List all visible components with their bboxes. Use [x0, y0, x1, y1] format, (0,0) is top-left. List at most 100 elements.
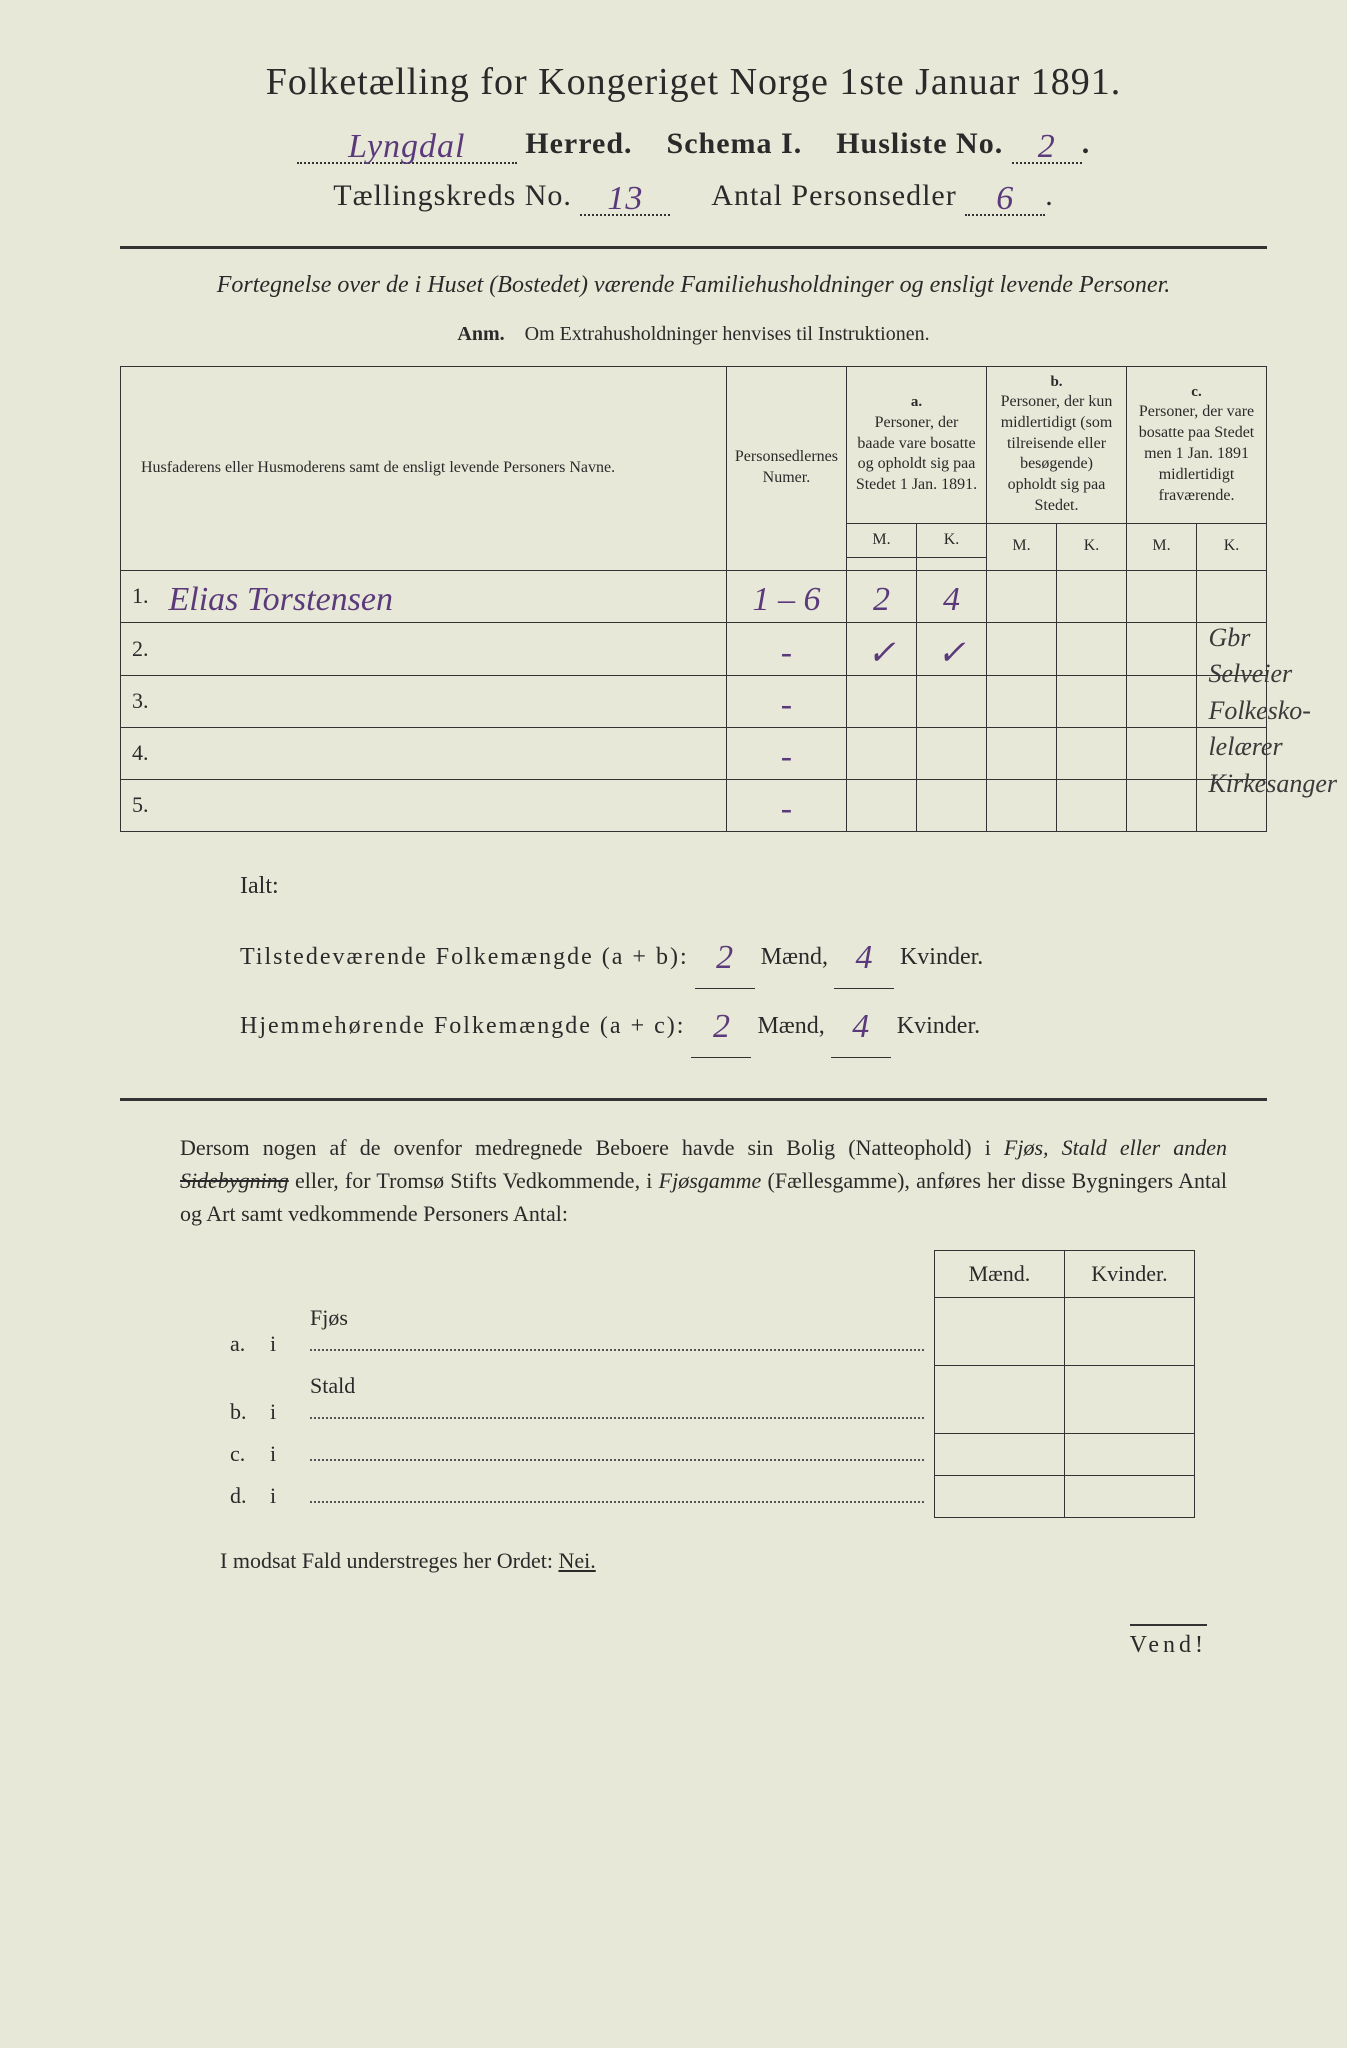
- th-name: Husfaderens eller Husmoderens samt de en…: [121, 366, 727, 570]
- row-name: [161, 727, 727, 779]
- row-num: -: [726, 675, 846, 727]
- schema-label: Schema I.: [667, 127, 803, 160]
- row-b-m: [987, 570, 1057, 622]
- row-a-k: [917, 675, 987, 727]
- antal-label: Antal Personsedler: [711, 179, 956, 212]
- th-c-m: M.: [1127, 523, 1197, 570]
- table-row: 1.Elias Torstensen1 – 624: [121, 570, 1267, 622]
- th-kvinder: Kvinder.: [1064, 1250, 1194, 1297]
- row-name: [161, 675, 727, 727]
- row-a-m: [847, 727, 917, 779]
- dwelling-i: i: [260, 1297, 300, 1365]
- row-b-m: [987, 622, 1057, 675]
- row-c-m: [1127, 727, 1197, 779]
- herred-label: Herred.: [525, 127, 632, 160]
- row-num: -: [726, 779, 846, 831]
- table-row: 4.-: [121, 727, 1267, 779]
- dwelling-maend: [934, 1475, 1064, 1517]
- row-b-k: [1057, 622, 1127, 675]
- th-a-k: K.: [917, 523, 987, 557]
- row-a-k: [917, 779, 987, 831]
- husliste-label: Husliste No.: [836, 127, 1003, 160]
- dwelling-key: a.: [220, 1297, 260, 1365]
- th-number: Personsedlernes Numer.: [726, 366, 846, 570]
- row-num: 1 – 6: [726, 570, 846, 622]
- th-b-k: K.: [1057, 523, 1127, 570]
- th-b-m: M.: [987, 523, 1057, 570]
- dwelling-paragraph: Dersom nogen af de ovenfor medregnede Be…: [180, 1131, 1227, 1230]
- totals-line-2: Hjemmehørende Folkemængde (a + c): 2 Mæn…: [240, 989, 1267, 1058]
- annotation: Anm. Om Extrahusholdninger henvises til …: [120, 323, 1267, 346]
- th-c-k: K.: [1197, 523, 1267, 570]
- totals-line-1: Tilstedeværende Folkemængde (a + b): 2 M…: [240, 920, 1267, 989]
- dwelling-maend: [934, 1365, 1064, 1433]
- row-name: Elias Torstensen: [161, 570, 727, 622]
- dwelling-i: i: [260, 1433, 300, 1475]
- row-c-m: [1127, 622, 1197, 675]
- row-a-k: ✓: [917, 622, 987, 675]
- margin-note: Selveier: [1208, 656, 1337, 692]
- kreds-label: Tællingskreds No.: [333, 179, 572, 212]
- row-name: [161, 622, 727, 675]
- row-b-m: [987, 727, 1057, 779]
- row-b-k: [1057, 675, 1127, 727]
- row-a-m: [847, 779, 917, 831]
- dwelling-maend: [934, 1297, 1064, 1365]
- dwelling-kvinder: [1064, 1297, 1194, 1365]
- dwelling-key: d.: [220, 1475, 260, 1517]
- th-maend: Mænd.: [934, 1250, 1064, 1297]
- row-a-m: 2: [847, 570, 917, 622]
- margin-note: Gbr: [1208, 620, 1337, 656]
- row-number: 3.: [121, 675, 161, 727]
- dwelling-kvinder: [1064, 1433, 1194, 1475]
- dwelling-kvinder: [1064, 1365, 1194, 1433]
- margin-note: lelærer: [1208, 729, 1337, 765]
- dwelling-i: i: [260, 1475, 300, 1517]
- dwelling-i: i: [260, 1365, 300, 1433]
- row-c-m: [1127, 779, 1197, 831]
- dwelling-key: c.: [220, 1433, 260, 1475]
- row-b-k: [1057, 727, 1127, 779]
- row-number: 4.: [121, 727, 161, 779]
- dwelling-row: d.i: [220, 1475, 1194, 1517]
- dwelling-table: Mænd. Kvinder. a.iFjøs b.iStald c.i d.i: [220, 1250, 1195, 1518]
- row-name: [161, 779, 727, 831]
- row-number: 5.: [121, 779, 161, 831]
- header-row-1: Lyngdal Herred. Schema I. Husliste No. 2…: [120, 124, 1267, 164]
- dwelling-key: b.: [220, 1365, 260, 1433]
- dwelling-label: [300, 1475, 934, 1517]
- row-number: 1.: [121, 570, 161, 622]
- dwelling-row: a.iFjøs: [220, 1297, 1194, 1365]
- nei-line: I modsat Fald understreges her Ordet: Ne…: [220, 1548, 1267, 1574]
- row-b-k: [1057, 570, 1127, 622]
- row-a-k: 4: [917, 570, 987, 622]
- page-title: Folketælling for Kongeriget Norge 1ste J…: [120, 60, 1267, 104]
- th-c: c. Personer, der vare bosatte paa Stedet…: [1127, 366, 1267, 523]
- row-b-m: [987, 675, 1057, 727]
- household-table: Husfaderens eller Husmoderens samt de en…: [120, 366, 1267, 832]
- ialt-label: Ialt:: [240, 862, 1267, 910]
- header-row-2: Tællingskreds No. 13 Antal Personsedler …: [120, 176, 1267, 216]
- dwelling-label: Fjøs: [300, 1297, 934, 1365]
- th-a-m: M.: [847, 523, 917, 557]
- husliste-value: 2: [1038, 128, 1056, 166]
- totals-block: Ialt: Tilstedeværende Folkemængde (a + b…: [240, 862, 1267, 1058]
- table-row: 3. -: [121, 675, 1267, 727]
- anm-label: Anm.: [457, 323, 504, 345]
- row-a-m: [847, 675, 917, 727]
- census-form-page: Folketælling for Kongeriget Norge 1ste J…: [120, 60, 1267, 1659]
- th-a: a. Personer, der baade vare bosatte og o…: [847, 366, 987, 523]
- row-c-k: [1197, 570, 1267, 622]
- margin-notes: GbrSelveierFolkesko-lelærerKirkesanger: [1208, 620, 1337, 802]
- divider: [120, 246, 1267, 249]
- dwelling-label: Stald: [300, 1365, 934, 1433]
- anm-text: Om Extrahusholdninger henvises til Instr…: [525, 323, 930, 345]
- dwelling-maend: [934, 1433, 1064, 1475]
- row-b-k: [1057, 779, 1127, 831]
- row-b-m: [987, 779, 1057, 831]
- th-b: b. Personer, der kun midlertidigt (som t…: [987, 366, 1127, 523]
- vend-label: Vend!: [1130, 1624, 1207, 1659]
- row-c-m: [1127, 570, 1197, 622]
- row-c-m: [1127, 675, 1197, 727]
- antal-value: 6: [996, 180, 1014, 218]
